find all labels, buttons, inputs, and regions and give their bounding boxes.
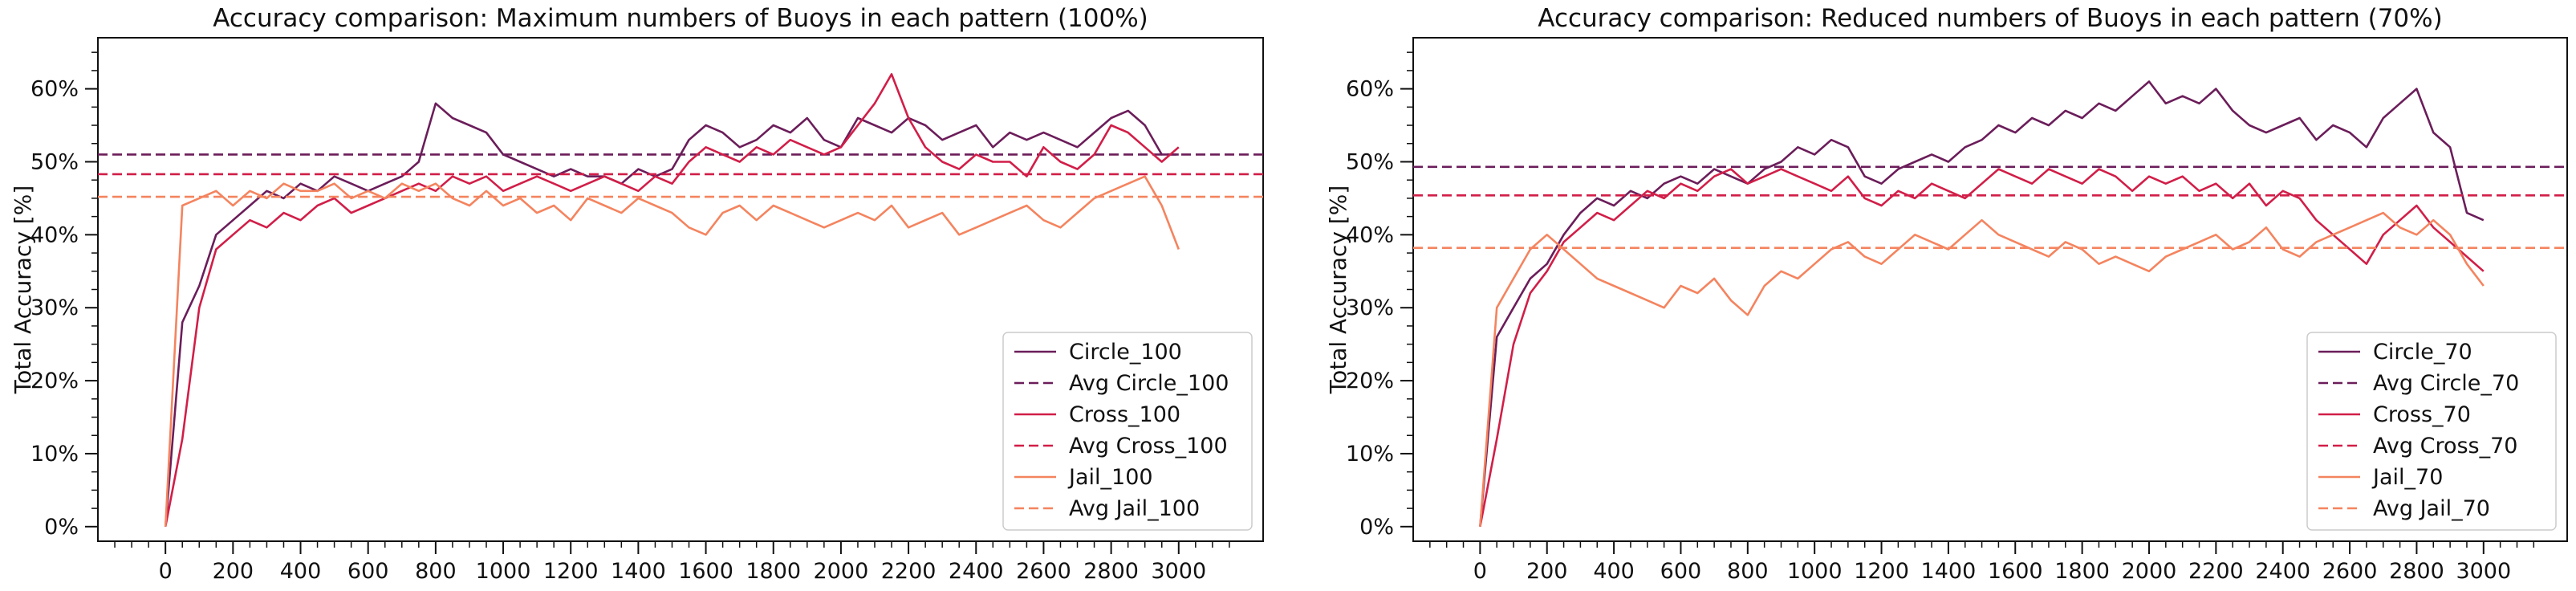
legend-label: Avg Jail_70	[2373, 496, 2490, 521]
x-tick-label: 200	[213, 559, 254, 584]
x-tick-label: 2600	[1016, 559, 1071, 584]
x-tick-label: 2400	[2255, 559, 2310, 584]
x-tick-label: 2800	[1083, 559, 1139, 584]
legend-box	[2306, 332, 2557, 531]
y-tick-label: 50%	[30, 149, 79, 174]
x-tick-label: 1600	[678, 559, 733, 584]
legend-label: Jail_70	[2371, 465, 2443, 490]
series-group	[98, 73, 1263, 528]
chart-title: Accuracy comparison: Reduced numbers of …	[1538, 4, 2442, 33]
x-tick-label: 1000	[476, 559, 531, 584]
chart-title: Accuracy comparison: Maximum numbers of …	[213, 4, 1148, 33]
x-tick-label: 400	[280, 559, 322, 584]
y-tick-label: 40%	[1346, 222, 1394, 247]
x-tick-label: 2000	[2122, 559, 2177, 584]
legend-label: Avg Jail_100	[1069, 496, 1200, 521]
legend-label: Circle_100	[1069, 340, 1182, 365]
x-tick-label: 2400	[949, 559, 1004, 584]
legend-label: Circle_70	[2373, 340, 2472, 365]
x-tick-label: 2200	[2188, 559, 2244, 584]
y-tick-label: 50%	[1346, 149, 1394, 174]
x-tick-label: 1000	[1787, 559, 1843, 584]
legend-label: Avg Circle_70	[2373, 371, 2519, 396]
x-tick-label: 2200	[881, 559, 937, 584]
y-tick-label: 30%	[30, 296, 79, 320]
x-tick-label: 1400	[1921, 559, 1977, 584]
y-axis-label: Total Accuracy [%]	[10, 185, 36, 394]
x-tick-label: 1800	[746, 559, 801, 584]
y-tick-label: 20%	[1346, 369, 1394, 393]
y-axis-label: Total Accuracy [%]	[1325, 185, 1351, 394]
series-line-jail-100	[164, 175, 1180, 527]
legend-label: Cross_100	[1069, 402, 1180, 427]
legend-label: Cross_70	[2373, 402, 2471, 427]
x-tick-label: 3000	[2456, 559, 2511, 584]
chart-panel-2: Accuracy comparison: Reduced numbers of …	[1325, 4, 2568, 584]
x-tick-label: 3000	[1151, 559, 1206, 584]
y-tick-label: 40%	[30, 222, 79, 247]
x-tick-label: 800	[1727, 559, 1769, 584]
y-tick-label: 0%	[1359, 515, 1394, 540]
series-line-jail-70	[1479, 211, 2485, 527]
y-tick-label: 60%	[1346, 77, 1394, 102]
legend: Circle_100 Avg Circle_100 Cross_100 Avg Cro…	[1002, 332, 1253, 531]
y-tick-label: 0%	[44, 515, 79, 540]
y-tick-label: 10%	[30, 442, 79, 467]
x-tick-label: 1800	[2054, 559, 2110, 584]
legend-label: Avg Circle_100	[1069, 371, 1229, 396]
legend-label: Avg Cross_70	[2373, 434, 2517, 459]
y-tick-label: 10%	[1346, 442, 1394, 467]
x-tick-label: 600	[1660, 559, 1702, 584]
legend-label: Avg Cross_100	[1069, 434, 1228, 459]
x-tick-label: 1200	[1854, 559, 1909, 584]
series-line-cross-70	[1479, 168, 2485, 528]
y-tick-label: 30%	[1346, 296, 1394, 320]
x-tick-label: 1200	[543, 559, 599, 584]
x-tick-label: 0	[159, 559, 173, 584]
series-line-circle-100	[164, 102, 1179, 527]
series-group	[1413, 80, 2567, 528]
series-line-cross-100	[164, 73, 1180, 528]
series-line-circle-70	[1479, 80, 2485, 527]
x-tick-label: 1600	[1988, 559, 2043, 584]
x-tick-label: 2800	[2389, 559, 2444, 584]
legend-label: Jail_100	[1067, 465, 1153, 490]
x-tick-label: 200	[1526, 559, 1568, 584]
x-tick-label: 400	[1593, 559, 1635, 584]
x-tick-label: 0	[1473, 559, 1487, 584]
y-tick-label: 60%	[30, 77, 79, 102]
x-tick-label: 800	[415, 559, 457, 584]
x-tick-label: 600	[347, 559, 389, 584]
x-tick-label: 2000	[814, 559, 869, 584]
x-tick-label: 1400	[611, 559, 666, 584]
x-tick-label: 2600	[2322, 559, 2378, 584]
y-tick-label: 20%	[30, 369, 79, 393]
legend: Circle_70 Avg Circle_70 Cross_70 Avg Cross_…	[2306, 332, 2557, 531]
chart-panel-1: Accuracy comparison: Maximum numbers of …	[10, 4, 1264, 584]
legend-box	[1002, 332, 1253, 531]
